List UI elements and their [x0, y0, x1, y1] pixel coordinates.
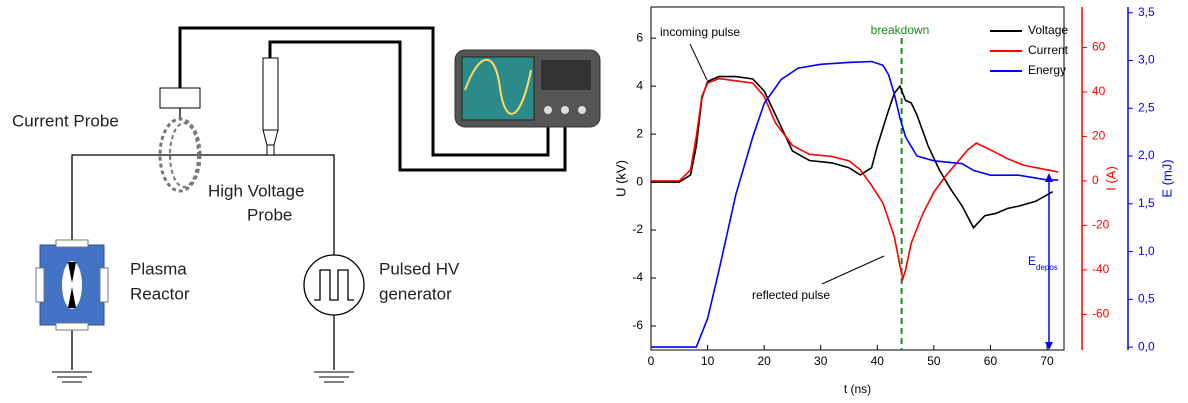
x-tick-label: 0 [648, 354, 655, 368]
plot-frame [650, 6, 1065, 351]
annotation: reflected pulse [752, 288, 830, 302]
label: Current Probe [12, 111, 119, 130]
annotation: incoming pulse [660, 25, 740, 39]
x-tick-label: 60 [984, 354, 998, 368]
y-tick-label: -40 [1092, 262, 1110, 276]
y-tick-label: 1,0 [1138, 244, 1155, 258]
x-tick-label: 40 [871, 354, 885, 368]
cable [178, 26, 550, 157]
x-tick-label: 70 [1040, 354, 1054, 368]
x-tick-label: 10 [701, 354, 715, 368]
oscilloscope [454, 49, 601, 128]
y-axis-title: I (A) [1103, 166, 1118, 191]
y-axis-title: U (kV) [613, 160, 628, 197]
y-tick-label: -6 [632, 318, 643, 332]
y-tick-label: 60 [1092, 40, 1106, 54]
label: Plasma [130, 259, 187, 278]
y-tick-label: 0 [636, 174, 643, 188]
y-tick-label: -60 [1092, 307, 1110, 321]
y-tick-label: 2,5 [1138, 100, 1155, 114]
legend-label: Energy [1028, 63, 1066, 77]
data-line [651, 77, 1059, 282]
y-tick-label: 0,5 [1138, 292, 1155, 306]
plasma-reactor [35, 239, 109, 331]
annotation-subscript: depos [1036, 263, 1058, 272]
y-tick-label: 4 [636, 78, 643, 92]
y-tick-label: 1,5 [1138, 196, 1155, 210]
annotation: breakdown [871, 23, 930, 37]
legend-label: Current [1028, 43, 1069, 57]
cable [268, 40, 567, 172]
x-tick-label: 20 [757, 354, 771, 368]
legend-label: Voltage [1028, 23, 1068, 37]
x-tick-label: 50 [927, 354, 941, 368]
label: High Voltage [208, 181, 304, 200]
arrow [689, 43, 708, 81]
current-probe [158, 87, 202, 193]
y-tick-label: -20 [1092, 218, 1110, 232]
y-tick-label: 6 [636, 30, 643, 44]
y-tick-label: 2,0 [1138, 148, 1155, 162]
annotation: E [1028, 254, 1036, 268]
label: generator [379, 284, 452, 303]
label: Probe [247, 205, 292, 224]
data-line [651, 75, 1054, 230]
y-axis-title: E (mJ) [1159, 159, 1174, 197]
y-tick-label: -2 [632, 222, 643, 236]
label: Reactor [130, 284, 190, 303]
hv-probe [262, 57, 279, 156]
label: Pulsed HV [379, 259, 460, 278]
y-tick-label: 3,0 [1138, 53, 1155, 67]
x-axis-title: t (ns) [844, 382, 871, 396]
y-tick-label: -4 [632, 270, 643, 284]
y-tick-label: 40 [1092, 84, 1106, 98]
y-tick-label: 3,5 [1138, 5, 1155, 19]
y-tick-label: 0 [1092, 173, 1099, 187]
y-tick-label: 20 [1092, 129, 1106, 143]
pulsed-generator [303, 254, 365, 316]
y-tick-label: 2 [636, 126, 643, 140]
circuit-diagram: Current Probe High Voltage Probe Plasma … [12, 26, 601, 383]
ground [52, 371, 354, 383]
wire [71, 154, 335, 255]
data-line [651, 60, 1059, 348]
x-tick-label: 30 [814, 354, 828, 368]
y-tick-label: 0,0 [1138, 339, 1155, 353]
arrow [821, 255, 885, 285]
